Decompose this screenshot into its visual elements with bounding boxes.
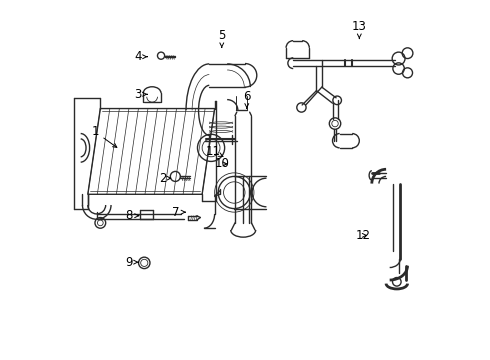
Text: 6: 6 — [243, 90, 250, 108]
Text: 2: 2 — [159, 172, 171, 185]
Text: 11: 11 — [205, 145, 223, 158]
Text: 9: 9 — [125, 256, 138, 269]
Text: 8: 8 — [125, 209, 139, 222]
Text: 10: 10 — [214, 157, 229, 170]
Text: 12: 12 — [355, 229, 370, 242]
Text: 3: 3 — [134, 88, 147, 101]
Text: 1: 1 — [91, 125, 117, 147]
Text: 13: 13 — [352, 20, 367, 39]
Text: 4: 4 — [134, 50, 147, 63]
Text: 5: 5 — [218, 29, 225, 48]
Text: 7: 7 — [172, 206, 185, 219]
